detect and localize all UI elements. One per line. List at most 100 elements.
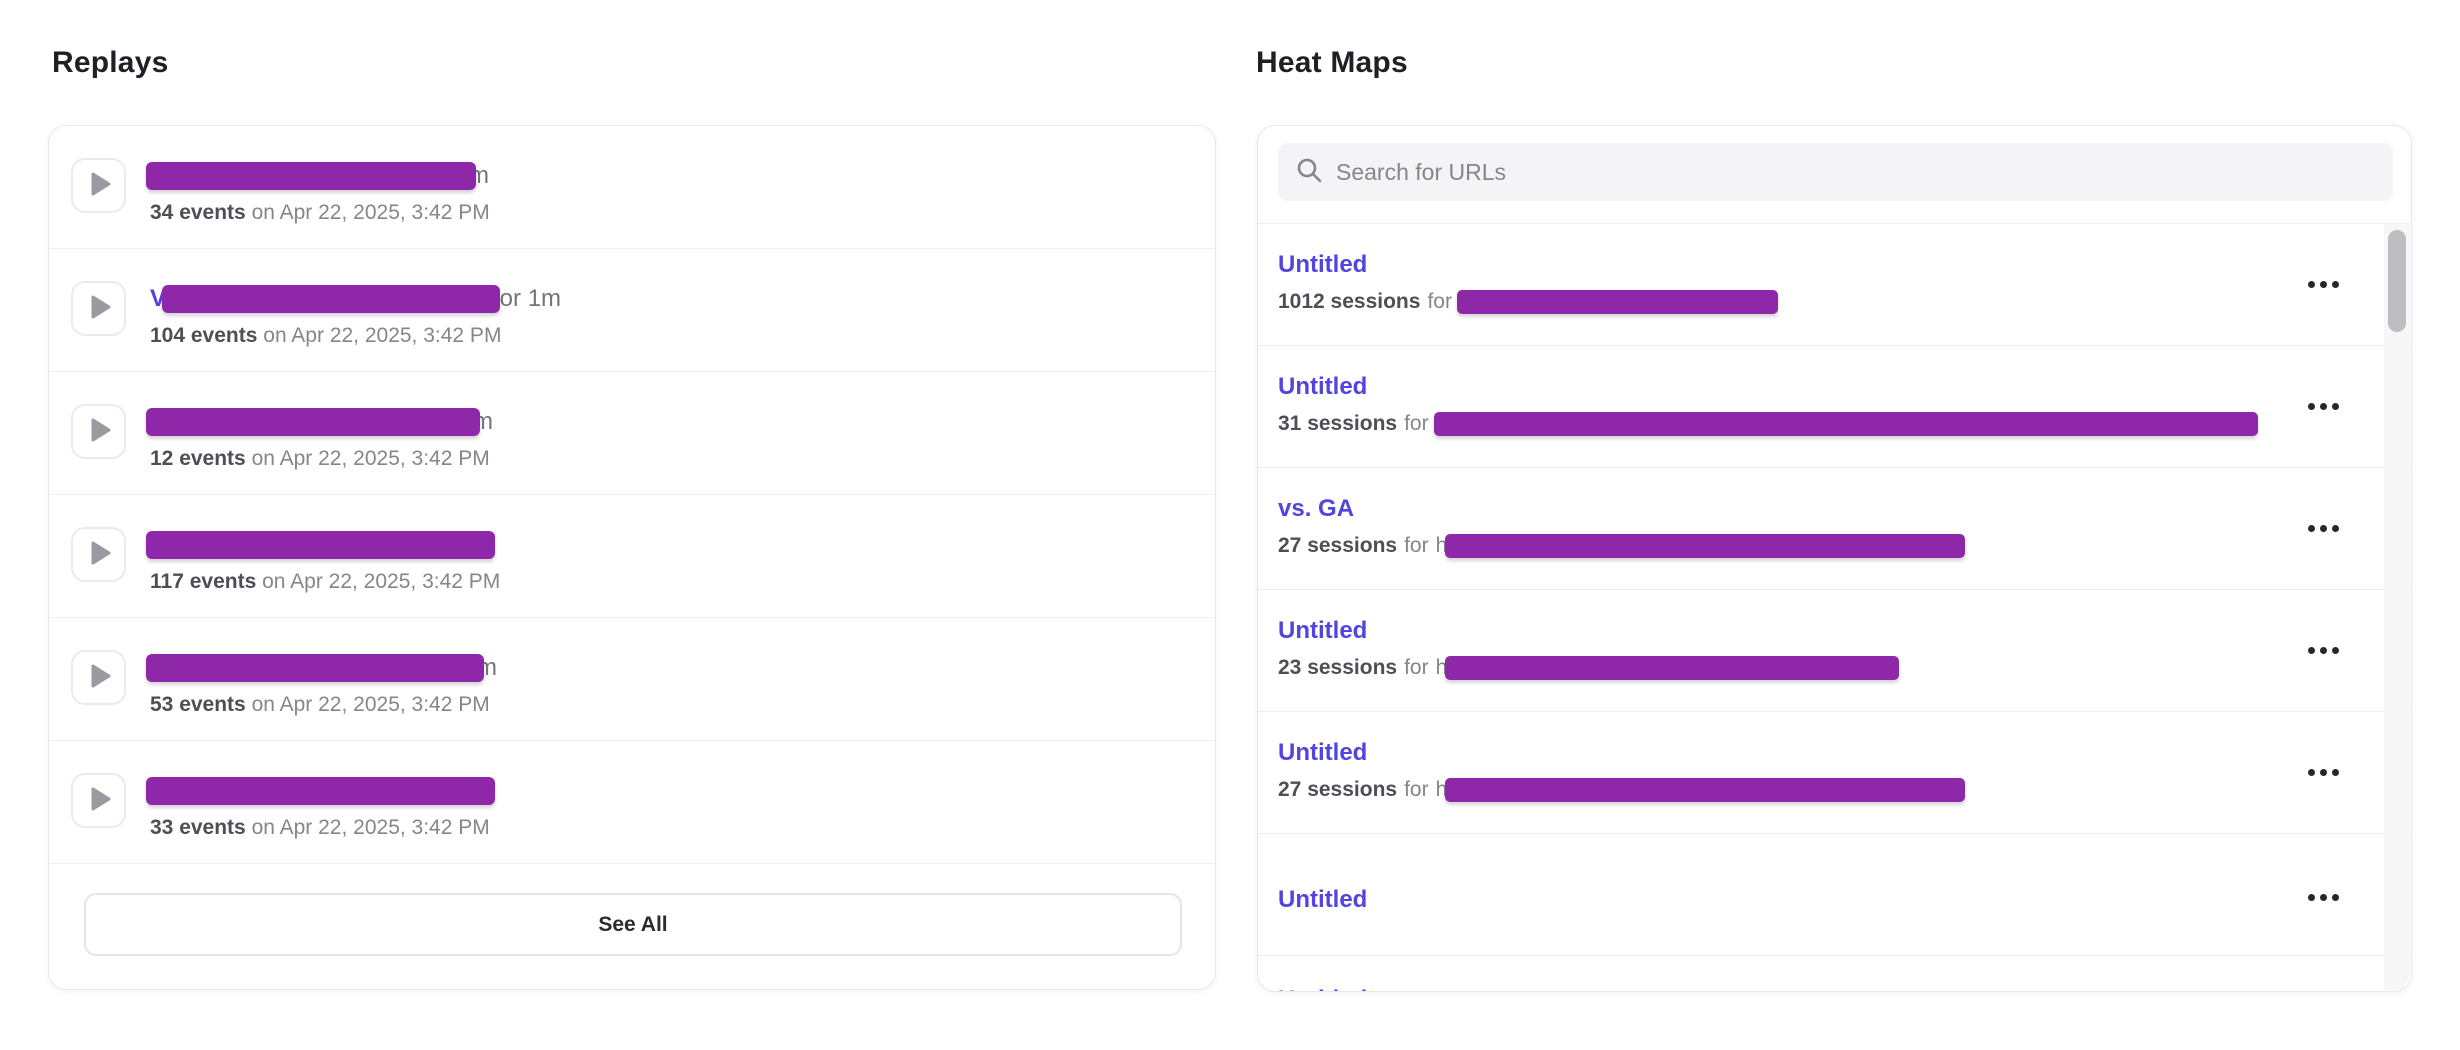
sessions-count: 27 sessions — [1278, 534, 1398, 557]
replay-text: V for 1m 104 events on Apr 22, 2025, 3:4… — [150, 249, 561, 371]
replay-date: on Apr 22, 2025, 3:42 PM — [251, 816, 490, 839]
visit-duration-visible: for 1m — [493, 285, 562, 312]
play-button[interactable] — [71, 773, 126, 828]
for-label: for — [1427, 290, 1452, 313]
replay-text: 33 events on Apr 22, 2025, 3:42 PM — [146, 741, 495, 863]
see-all-button[interactable]: See All — [84, 893, 1182, 956]
heatmap-title-link[interactable]: Untitled — [1278, 886, 1368, 913]
ellipsis-menu-button[interactable] — [2308, 647, 2339, 654]
events-count: 33 events — [150, 816, 246, 839]
scrollbar-thumb[interactable] — [2388, 230, 2406, 332]
url-visible-text: h — [1435, 778, 1448, 801]
play-icon — [85, 417, 113, 446]
play-button[interactable] — [71, 650, 126, 705]
visitor-name-visible: V — [150, 285, 167, 312]
play-button[interactable] — [71, 404, 126, 459]
visitor-name-line[interactable]: V for 1m — [150, 284, 561, 314]
visitor-name-line[interactable] — [146, 530, 500, 560]
replays-heading: Replays — [52, 46, 169, 79]
for-label: for — [1404, 778, 1429, 801]
heatmap-title-link[interactable]: Untitled — [1278, 739, 1368, 766]
heatmap-row[interactable]: Untitled 27 sessions for h — [1258, 712, 2411, 834]
sessions-count: 31 sessions — [1278, 412, 1398, 435]
replay-meta: 33 events on Apr 22, 2025, 3:42 PM — [150, 815, 490, 841]
events-count: 104 events — [150, 324, 258, 347]
replay-row[interactable]: m 53 events on Apr 22, 2025, 3:42 PM — [49, 618, 1215, 741]
url-search-bar[interactable] — [1278, 143, 2393, 201]
heatmap-row[interactable]: Untitled — [1258, 956, 2411, 991]
replay-row[interactable]: m 12 events on Apr 22, 2025, 3:42 PM — [49, 372, 1215, 495]
url-visible-text: h — [1435, 656, 1448, 679]
replay-date: on Apr 22, 2025, 3:42 PM — [263, 324, 502, 347]
redaction-bar — [146, 777, 495, 805]
redaction-bar — [162, 285, 501, 313]
ellipsis-menu-button[interactable] — [2308, 894, 2339, 901]
replay-text: m 34 events on Apr 22, 2025, 3:42 PM — [146, 126, 490, 248]
url-visible-text: h — [1435, 534, 1448, 557]
ellipsis-menu-button[interactable] — [2308, 281, 2339, 288]
visitor-name-line[interactable]: m — [146, 653, 497, 683]
play-button[interactable] — [71, 527, 126, 582]
heatmap-row[interactable]: Untitled 31 sessions for — [1258, 346, 2411, 468]
sessions-count: 1012 sessions — [1278, 290, 1421, 313]
play-icon — [85, 540, 113, 569]
replay-meta: 53 events on Apr 22, 2025, 3:42 PM — [150, 692, 497, 718]
heatmap-row[interactable]: vs. GA 27 sessions for h — [1258, 468, 2411, 590]
replay-row[interactable]: 33 events on Apr 22, 2025, 3:42 PM — [49, 741, 1215, 864]
redaction-bar — [146, 162, 476, 190]
heatmaps-list: Untitled 1012 sessions for Untitled 31 s… — [1258, 223, 2411, 991]
heatmap-row[interactable]: Untitled 1012 sessions for — [1258, 224, 2411, 346]
heatmap-meta: 1012 sessions for — [1278, 289, 2411, 315]
visitor-name-line[interactable] — [146, 776, 495, 806]
heatmap-row[interactable]: Untitled — [1258, 834, 2411, 956]
play-button[interactable] — [71, 281, 126, 336]
play-icon — [85, 663, 113, 692]
for-label: for — [1404, 656, 1429, 679]
heatmap-row[interactable]: Untitled 23 sessions for h — [1258, 590, 2411, 712]
url-redaction-bar — [1445, 778, 1966, 802]
scrollbar-track[interactable] — [2384, 224, 2410, 990]
url-redaction-bar — [1445, 656, 1900, 680]
visitor-name-line[interactable]: m — [146, 161, 490, 191]
replay-date: on Apr 22, 2025, 3:42 PM — [251, 447, 490, 470]
heatmap-title-link[interactable]: Untitled — [1278, 986, 1367, 991]
heatmap-meta: 31 sessions for — [1278, 411, 2411, 437]
replay-row[interactable]: V for 1m 104 events on Apr 22, 2025, 3:4… — [49, 249, 1215, 372]
heatmaps-card: Untitled 1012 sessions for Untitled 31 s… — [1257, 125, 2412, 992]
sessions-count: 27 sessions — [1278, 778, 1398, 801]
replay-date: on Apr 22, 2025, 3:42 PM — [251, 201, 490, 224]
for-label: for — [1404, 534, 1429, 557]
replay-text: 117 events on Apr 22, 2025, 3:42 PM — [146, 495, 500, 617]
replay-text: m 53 events on Apr 22, 2025, 3:42 PM — [146, 618, 497, 740]
heatmaps-heading: Heat Maps — [1256, 46, 1408, 79]
sessions-count: 23 sessions — [1278, 656, 1398, 679]
search-icon — [1296, 157, 1322, 188]
search-input[interactable] — [1336, 158, 2373, 186]
replays-list: m 34 events on Apr 22, 2025, 3:42 PM — [49, 126, 1215, 864]
ellipsis-menu-button[interactable] — [2308, 525, 2339, 532]
events-count: 117 events — [150, 570, 257, 593]
visitor-name-line[interactable]: m — [146, 407, 493, 437]
replay-row[interactable]: 117 events on Apr 22, 2025, 3:42 PM — [49, 495, 1215, 618]
for-label: for — [1404, 412, 1429, 435]
ellipsis-menu-button[interactable] — [2308, 403, 2339, 410]
replay-meta: 117 events on Apr 22, 2025, 3:42 PM — [150, 569, 500, 595]
play-icon — [85, 171, 113, 200]
play-icon — [85, 786, 113, 815]
redaction-bar — [146, 408, 480, 436]
replay-text: m 12 events on Apr 22, 2025, 3:42 PM — [146, 372, 493, 494]
heatmap-title-link[interactable]: Untitled — [1278, 251, 1368, 278]
replay-date: on Apr 22, 2025, 3:42 PM — [251, 693, 490, 716]
replay-row[interactable]: m 34 events on Apr 22, 2025, 3:42 PM — [49, 126, 1215, 249]
url-redaction-bar — [1456, 290, 1778, 314]
play-button[interactable] — [71, 158, 126, 213]
heatmap-title-link[interactable]: Untitled — [1278, 617, 1368, 644]
ellipsis-menu-button[interactable] — [2308, 769, 2339, 776]
heatmap-title-link[interactable]: Untitled — [1278, 373, 1368, 400]
replay-meta: 34 events on Apr 22, 2025, 3:42 PM — [150, 200, 490, 226]
events-count: 12 events — [150, 447, 246, 470]
heatmap-title-link[interactable]: vs. GA — [1278, 495, 1355, 522]
redaction-bar — [146, 531, 495, 559]
replay-date: on Apr 22, 2025, 3:42 PM — [262, 570, 501, 593]
